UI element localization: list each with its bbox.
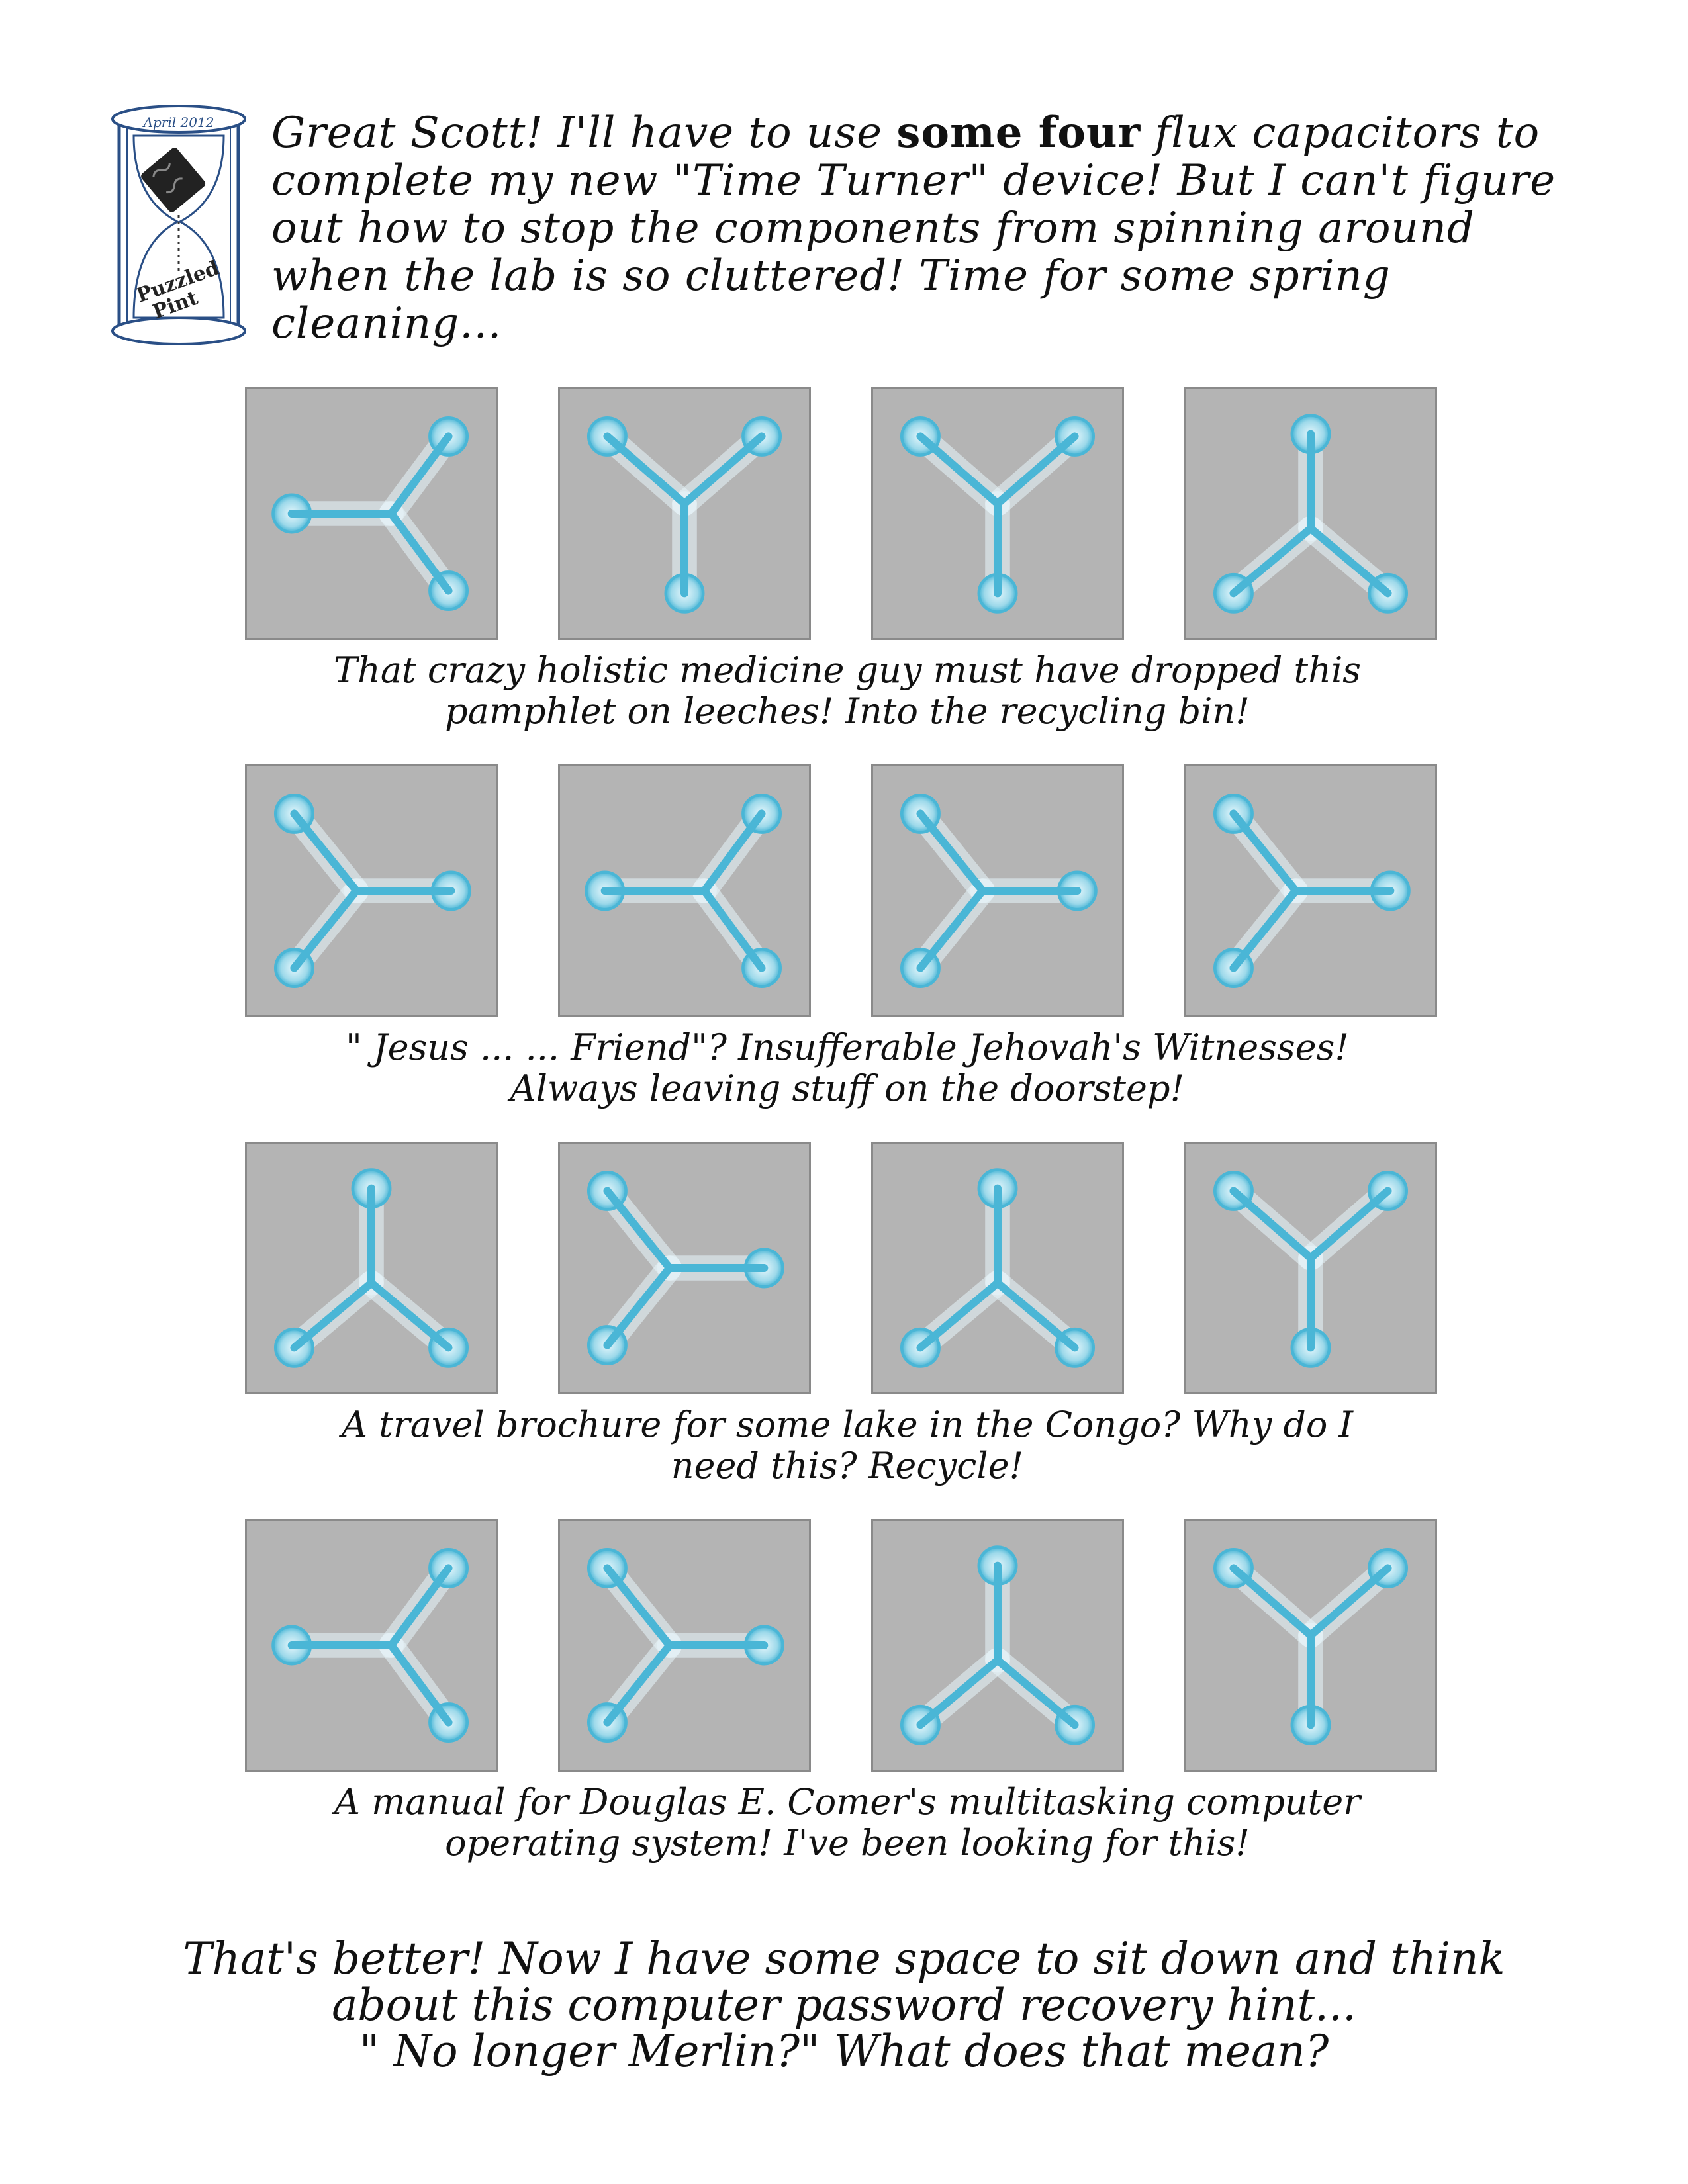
flux-capacitor-left (586, 1170, 784, 1366)
capacitor-arm-tip (603, 1326, 624, 1349)
capacitor-arm-tip (1229, 948, 1250, 972)
caption-line: operating system! I've been looking for … (445, 1822, 1250, 1864)
capacitor-arm-tip (603, 1564, 624, 1588)
flux-tile (558, 387, 811, 640)
flux-tile (1184, 764, 1437, 1017)
capacitor-arm-tip (1229, 576, 1253, 598)
capacitor-arm-tip (1055, 432, 1079, 454)
outro-line: " No longer Merlin?" What does that mean… (359, 2026, 1329, 2077)
flux-tile (558, 1142, 811, 1394)
capacitor-arm-tip (603, 1703, 624, 1727)
capacitor-arm-tip (603, 432, 627, 454)
intro-bold: some four (896, 108, 1141, 158)
capacitor-arm-tip (916, 1330, 940, 1352)
capacitor-arm-tip (432, 1702, 453, 1727)
flux-tile (558, 1519, 811, 1772)
caption-line: Always leaving stuff on the doorstep! (510, 1068, 1185, 1109)
flux-tile (871, 1519, 1124, 1772)
capacitor-arm-tip (916, 948, 937, 972)
flux-capacitor-up (1213, 1547, 1409, 1745)
capacitor-arm-tip (432, 1564, 453, 1588)
capacitor-arm-tip (1229, 1187, 1253, 1208)
capacitor-arm-tip (742, 432, 766, 454)
logo-date: April 2012 (142, 114, 214, 130)
flux-capacitor-left (900, 793, 1098, 989)
flux-capacitor-up (586, 416, 782, 614)
capacitor-arm-tip (916, 809, 937, 833)
intro-part1: Great Scott! I'll have to use (271, 109, 897, 158)
caption-line: A travel brochure for some lake in the C… (342, 1404, 1353, 1445)
flux-capacitor-down (1213, 414, 1409, 614)
flux-capacitor-up (1213, 1170, 1409, 1368)
capacitor-arm-tip (916, 432, 940, 454)
flux-capacitor-left (586, 1547, 784, 1743)
flux-tile (245, 764, 498, 1017)
flux-capacitor-down (273, 1168, 469, 1368)
flux-tile (871, 1142, 1124, 1394)
flux-tile (1184, 1142, 1437, 1394)
flux-capacitor-right (271, 416, 469, 612)
outro-paragraph: That's better! Now I have some space to … (99, 1936, 1589, 2075)
capacitor-arm-tip (1055, 1707, 1079, 1729)
flux-capacitor-up (900, 416, 1096, 614)
flux-tile (245, 1519, 498, 1772)
intro-part2: flux capacitors to complete my new "Time… (271, 109, 1556, 348)
caption-line: A manual for Douglas E. Comer's multitas… (334, 1781, 1361, 1823)
capacitor-arm-tip (1368, 1564, 1392, 1586)
flux-tile (871, 764, 1124, 1017)
flux-capacitor-right (585, 793, 782, 989)
caption-line: pamphlet on leeches! Into the recycling … (445, 690, 1250, 732)
row-caption: A travel brochure for some lake in the C… (245, 1404, 1450, 1486)
capacitor-arm-tip (290, 809, 311, 833)
caption-line: That crazy holistic medicine guy must ha… (334, 649, 1361, 691)
caption-line: need this? Recycle! (671, 1445, 1024, 1486)
flux-tile (871, 387, 1124, 640)
flux-tile (1184, 1519, 1437, 1772)
flux-capacitor-down (900, 1545, 1096, 1745)
flux-capacitor-down (900, 1168, 1096, 1368)
capacitor-arm-tip (432, 432, 453, 457)
flux-capacitor-left (273, 793, 471, 989)
capacitor-arm-tip (1368, 576, 1392, 598)
flux-capacitor-left (1213, 793, 1411, 989)
row-caption: That crazy holistic medicine guy must ha… (245, 650, 1450, 732)
flux-tile (1184, 387, 1437, 640)
flux-tile (245, 387, 498, 640)
flux-tile (245, 1142, 498, 1394)
caption-line: " Jesus ... ... Friend"? Insufferable Je… (345, 1026, 1350, 1068)
capacitor-arm-tip (1229, 1564, 1253, 1586)
puzzle-row-4: A manual for Douglas E. Comer's multitas… (245, 1519, 1450, 1864)
capacitor-arm-tip (745, 948, 766, 972)
puzzle-row-3: A travel brochure for some lake in the C… (245, 1142, 1450, 1486)
capacitor-arm-tip (432, 570, 453, 595)
puzzle-row-2: " Jesus ... ... Friend"? Insufferable Je… (245, 764, 1450, 1109)
row-caption: " Jesus ... ... Friend"? Insufferable Je… (245, 1027, 1450, 1109)
capacitor-arm-tip (745, 809, 766, 834)
outro-line: about this computer password recovery hi… (332, 1979, 1356, 2030)
capacitor-arm-tip (916, 1707, 940, 1729)
puzzled-pint-logo: April 2012 Puzzled Pint (99, 99, 258, 351)
capacitor-arm-tip (1055, 1330, 1079, 1352)
capacitor-arm-tip (1368, 1187, 1392, 1208)
capacitor-arm-tip (290, 1330, 314, 1352)
row-caption: A manual for Douglas E. Comer's multitas… (245, 1782, 1450, 1864)
puzzle-row-1: That crazy holistic medicine guy must ha… (245, 387, 1450, 732)
capacitor-arm-tip (1229, 809, 1250, 833)
capacitor-arm-tip (429, 1330, 453, 1352)
intro-paragraph: Great Scott! I'll have to use some four … (271, 108, 1595, 348)
capacitor-arm-tip (290, 948, 311, 972)
capacitor-arm-tip (603, 1187, 624, 1210)
flux-capacitor-right (271, 1547, 469, 1743)
hourglass-icon: April 2012 Puzzled Pint (111, 105, 246, 345)
outro-line: That's better! Now I have some space to … (183, 1933, 1505, 1984)
flux-tile (558, 764, 811, 1017)
